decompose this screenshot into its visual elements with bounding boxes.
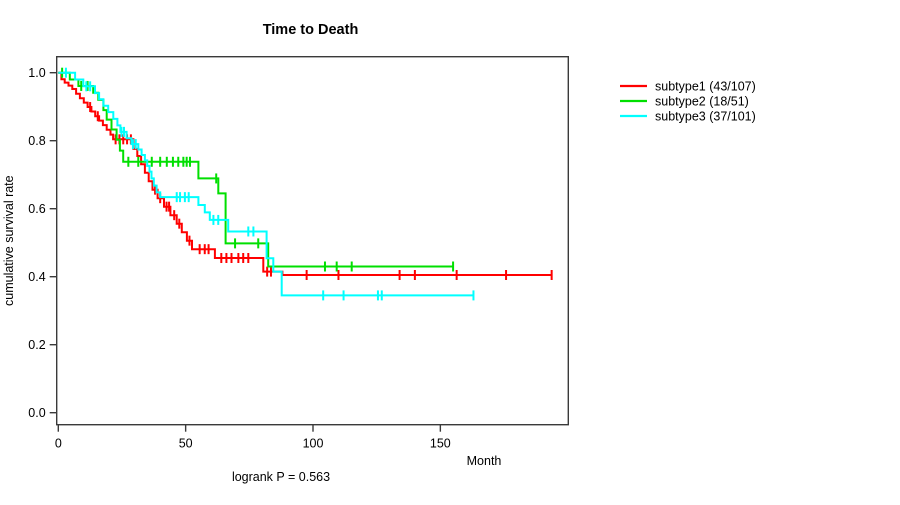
survival-curve-3 [58,71,474,297]
legend-label: subtype3 (37/101) [655,110,756,124]
plot-box [56,56,570,426]
survival-curve-1 [58,71,552,276]
y-tick-label: 0.0 [28,406,45,420]
x-tick-label: 100 [303,437,324,451]
x-tick-label: 50 [179,437,193,451]
y-axis-label: cumulative survival rate [2,175,16,306]
y-tick-label: 0.8 [28,134,45,148]
legend-label: subtype2 (18/51) [655,95,749,109]
survival-curve-2 [58,71,454,268]
legend-label: subtype1 (43/107) [655,80,756,94]
logrank-annotation: logrank P = 0.563 [232,470,330,484]
y-tick-label: 0.2 [28,338,45,352]
x-axis-label: Month [467,454,502,468]
x-tick-label: 150 [430,437,451,451]
chart-title: Time to Death [263,22,359,38]
y-tick-label: 0.4 [28,270,45,284]
x-tick-label: 0 [55,437,62,451]
y-tick-label: 0.6 [28,202,45,216]
y-tick-label: 1.0 [28,66,45,80]
